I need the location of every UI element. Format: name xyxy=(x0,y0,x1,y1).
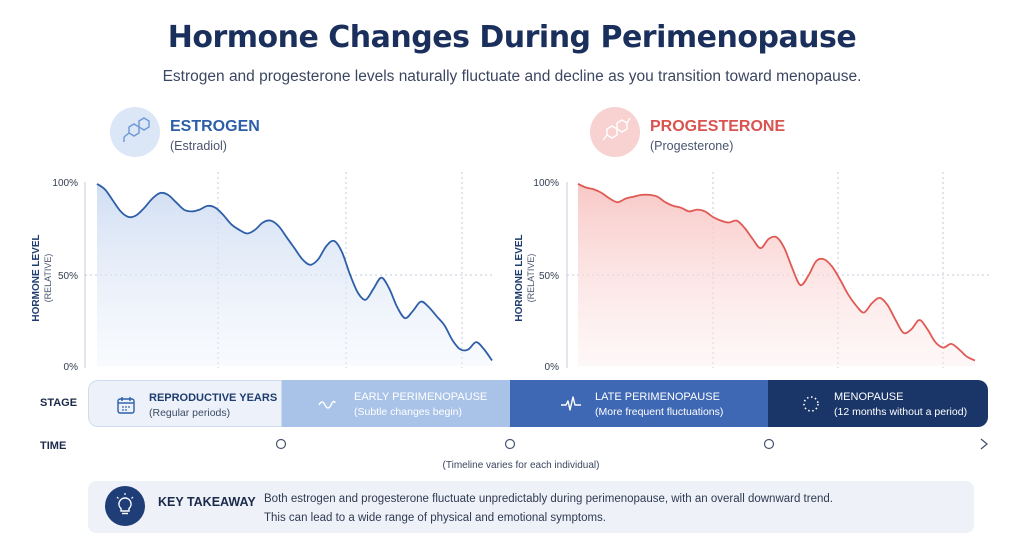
y-tick-label: 50% xyxy=(539,271,559,282)
stage-name: EARLY PERIMENOPAUSE xyxy=(354,391,488,403)
stage-desc: (More frequent fluctuations) xyxy=(595,406,724,418)
progesterone-badge xyxy=(590,107,640,157)
molecule-icon xyxy=(123,117,150,142)
takeaway-title: KEY TAKEAWAY xyxy=(158,495,256,509)
progesterone-area xyxy=(578,183,975,366)
takeaway-text-line2: This can lead to a wide range of physica… xyxy=(264,512,606,524)
key-takeaway-panel: KEY TAKEAWAY Both estrogen and progester… xyxy=(88,481,974,533)
stage-name: MENOPAUSE xyxy=(834,391,904,403)
arrow-right-icon xyxy=(980,438,989,450)
pulse-icon xyxy=(561,396,581,411)
stage-desc: (Subtle changes begin) xyxy=(354,406,462,418)
estrogen-subname: (Estradiol) xyxy=(170,139,227,153)
y-axis-label: HORMONE LEVEL xyxy=(514,234,525,321)
progesterone-name: PROGESTERONE xyxy=(650,118,786,135)
time-label: TIME xyxy=(40,440,67,452)
y-axis-sublabel: (RELATIVE) xyxy=(526,254,536,303)
lightbulb-icon-badge xyxy=(105,486,145,526)
stage-early-perimenopause: EARLY PERIMENOPAUSE (Subtle changes begi… xyxy=(282,380,510,427)
page-title: Hormone Changes During Perimenopause xyxy=(167,20,857,55)
progesterone-chart: 100% 50% 0% HORMONE LEVEL (RELATIVE) xyxy=(514,172,990,373)
estrogen-name: ESTROGEN xyxy=(170,118,260,135)
molecule-icon xyxy=(602,117,631,141)
takeaway-text-line1: Both estrogen and progesterone fluctuate… xyxy=(264,493,833,505)
lightbulb-icon xyxy=(116,493,134,515)
timeline-note: (Timeline varies for each individual) xyxy=(442,460,600,471)
estrogen-chart: 100% 50% 0% HORMONE LEVEL (RELATIVE) xyxy=(31,172,495,373)
stage-reproductive-years: REPRODUCTIVE YEARS (Regular periods) xyxy=(88,380,282,427)
hormone-charts: 100% 50% 0% HORMONE LEVEL (RELATIVE) 100… xyxy=(31,172,990,373)
y-axis-sublabel: (RELATIVE) xyxy=(43,254,53,303)
stage-desc: (Regular periods) xyxy=(149,407,231,419)
timeline-marker xyxy=(504,438,516,450)
stage-name: REPRODUCTIVE YEARS xyxy=(149,392,278,404)
estrogen-badge xyxy=(110,107,160,157)
calendar-icon xyxy=(117,397,135,414)
timeline-marker xyxy=(275,438,287,450)
y-tick-label: 100% xyxy=(52,178,78,189)
page-subtitle: Estrogen and progesterone levels natural… xyxy=(162,68,862,85)
estrogen-line xyxy=(96,183,493,362)
wave-icon xyxy=(318,400,336,409)
progesterone-line xyxy=(577,183,976,362)
stage-desc: (12 months without a period) xyxy=(834,406,968,418)
y-axis-label: HORMONE LEVEL xyxy=(31,234,42,321)
y-tick-label: 50% xyxy=(58,271,78,282)
timeline-marker xyxy=(763,438,775,450)
y-tick-label: 0% xyxy=(64,362,79,373)
stage-menopause: MENOPAUSE (12 months without a period) xyxy=(768,380,988,427)
y-tick-label: 0% xyxy=(545,362,560,373)
progesterone-subname: (Progesterone) xyxy=(650,139,734,153)
y-tick-label: 100% xyxy=(533,178,559,189)
stage-label: STAGE xyxy=(40,397,78,409)
dotted-circle-icon xyxy=(803,396,819,412)
stage-name: LATE PERIMENOPAUSE xyxy=(595,391,720,403)
estrogen-area xyxy=(97,183,492,366)
stage-late-perimenopause: LATE PERIMENOPAUSE (More frequent fluctu… xyxy=(510,380,768,427)
